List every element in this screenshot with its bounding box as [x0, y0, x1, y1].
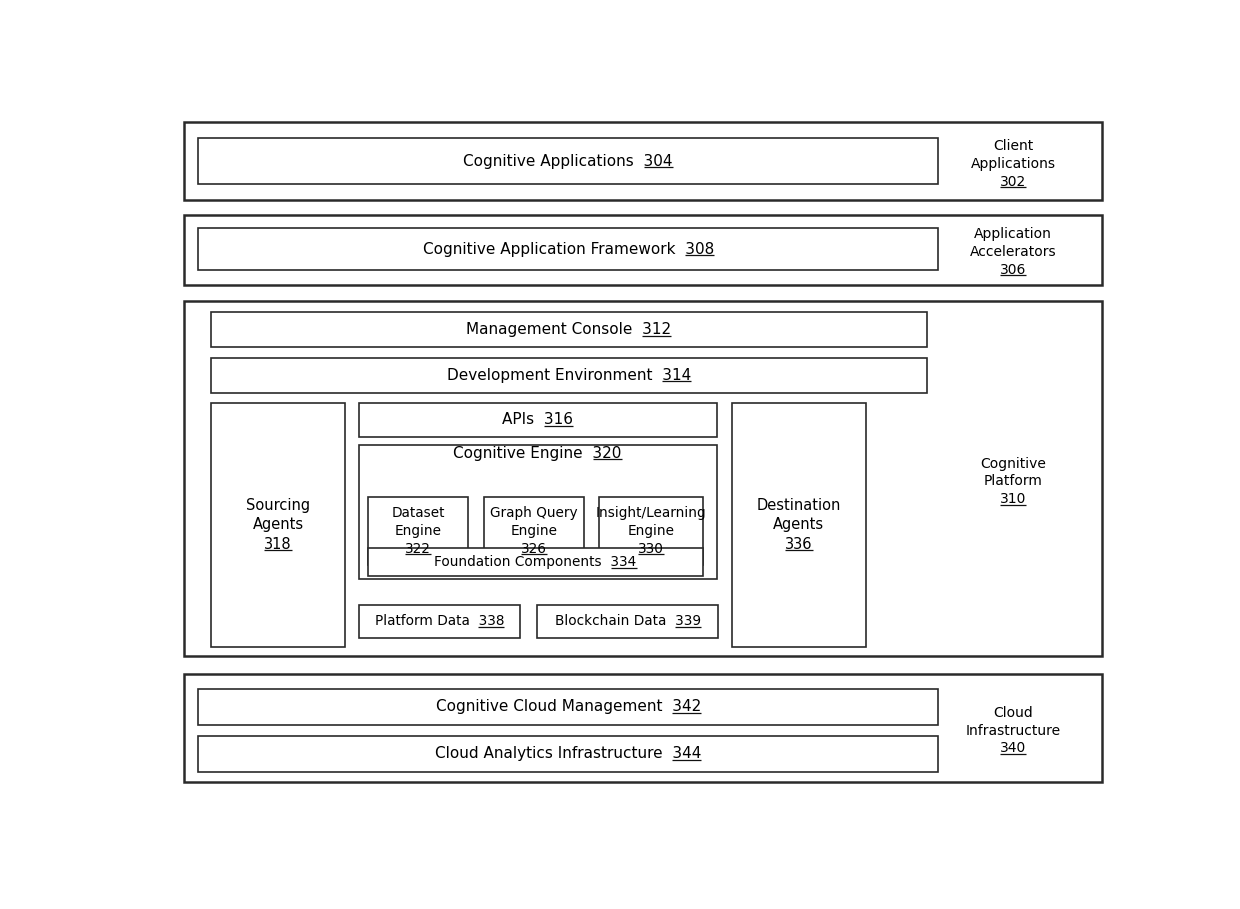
Text: Cognitive Cloud Management  342: Cognitive Cloud Management 342 [435, 699, 701, 714]
Text: Dataset
Engine
322: Dataset Engine 322 [392, 506, 445, 556]
Text: Cognitive Engine  320: Cognitive Engine 320 [454, 446, 621, 461]
Text: Cloud
Infrastructure
340: Cloud Infrastructure 340 [966, 705, 1060, 755]
Text: Sourcing
Agents
318: Sourcing Agents 318 [246, 498, 310, 552]
Text: Cognitive
Platform
310: Cognitive Platform 310 [981, 456, 1047, 506]
Bar [211, 312, 926, 347]
Bar [732, 403, 867, 646]
Text: Management Console  312: Management Console 312 [466, 322, 671, 337]
Text: Client
Applications
302: Client Applications 302 [971, 139, 1055, 188]
Bar [484, 497, 584, 565]
Bar [358, 445, 717, 579]
Text: Cloud Analytics Infrastructure  344: Cloud Analytics Infrastructure 344 [435, 746, 702, 761]
Bar [198, 689, 939, 725]
Bar [358, 403, 717, 436]
Text: Foundation Components  334: Foundation Components 334 [434, 554, 636, 569]
Bar [599, 497, 703, 565]
Bar [184, 122, 1101, 200]
Bar [358, 604, 521, 638]
Bar [537, 604, 718, 638]
Bar [198, 138, 939, 184]
Text: Destination
Agents
336: Destination Agents 336 [756, 498, 841, 552]
Text: Platform Data  338: Platform Data 338 [374, 614, 505, 628]
Bar [211, 403, 345, 646]
Bar [198, 735, 939, 772]
Bar [184, 301, 1101, 656]
Text: Application
Accelerators
306: Application Accelerators 306 [970, 227, 1056, 276]
Bar [184, 215, 1101, 285]
Bar [368, 497, 469, 565]
Bar [184, 674, 1101, 783]
Text: Cognitive Applications  304: Cognitive Applications 304 [464, 154, 673, 169]
Text: APIs  316: APIs 316 [502, 413, 573, 427]
Text: Insight/Learning
Engine
330: Insight/Learning Engine 330 [595, 506, 707, 556]
Text: Blockchain Data  339: Blockchain Data 339 [554, 614, 701, 628]
Bar [211, 357, 926, 393]
Text: Cognitive Application Framework  308: Cognitive Application Framework 308 [423, 242, 714, 256]
Bar [368, 548, 703, 576]
Text: Development Environment  314: Development Environment 314 [446, 367, 691, 383]
Text: Graph Query
Engine
326: Graph Query Engine 326 [490, 506, 578, 556]
Bar [198, 228, 939, 270]
